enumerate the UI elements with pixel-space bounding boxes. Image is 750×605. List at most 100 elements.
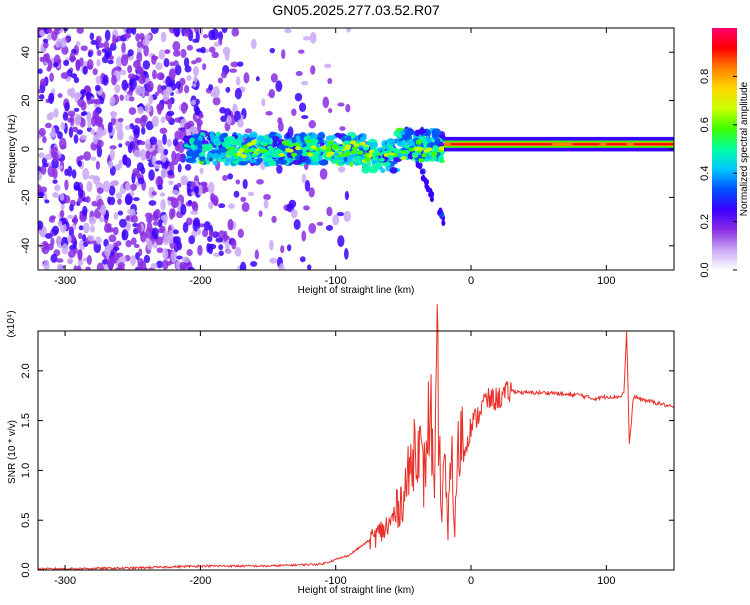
band-core	[363, 146, 370, 151]
noise-blob	[166, 138, 172, 148]
noise-blob	[196, 228, 201, 236]
noise-blob	[199, 167, 204, 175]
noise-blob	[344, 248, 349, 260]
noise-blob	[325, 224, 334, 231]
band-core	[230, 141, 237, 146]
noise-blob	[77, 197, 83, 204]
band-core	[278, 152, 285, 157]
noise-blob	[258, 210, 263, 217]
band-core	[337, 145, 344, 150]
noise-blob	[69, 51, 76, 63]
noise-blob	[184, 163, 192, 171]
noise-blob	[195, 98, 200, 105]
noise-blob	[86, 255, 92, 266]
band-core	[351, 146, 358, 151]
noise-blob	[38, 152, 45, 159]
band-core	[378, 157, 385, 162]
noise-blob	[112, 246, 120, 251]
noise-blob	[183, 28, 190, 37]
band-blob	[360, 136, 366, 142]
noise-blob	[73, 107, 80, 112]
noise-blob	[319, 168, 328, 180]
band-blob	[341, 136, 346, 143]
noise-blob	[174, 152, 182, 162]
noise-blob	[163, 235, 169, 246]
colorbar-tick-label: 0.8	[699, 69, 711, 84]
noise-blob	[132, 124, 140, 135]
noise-blob	[303, 205, 310, 211]
noise-blob	[127, 73, 136, 80]
noise-blob	[250, 38, 257, 50]
noise-blob	[182, 222, 189, 233]
noise-blob	[95, 75, 102, 85]
noise-blob	[337, 166, 346, 173]
band-core	[373, 150, 380, 155]
noise-blob	[88, 216, 97, 225]
noise-blob	[114, 163, 121, 171]
noise-blob	[218, 244, 224, 251]
noise-blob	[39, 29, 46, 37]
noise-blob	[172, 229, 180, 235]
noise-blob	[43, 259, 50, 270]
noise-blob	[220, 115, 228, 123]
noise-blob	[299, 256, 306, 263]
colorbar-tick-label: 0.0	[699, 262, 711, 277]
noise-blob	[162, 247, 169, 260]
noise-blob	[57, 93, 63, 98]
noise-blob	[186, 183, 192, 193]
noise-blob	[167, 169, 175, 176]
noise-blob	[47, 28, 53, 34]
noise-blob	[151, 191, 157, 196]
noise-blob	[60, 122, 66, 131]
noise-blob	[109, 148, 115, 161]
noise-blob	[339, 126, 346, 131]
band-blob	[419, 127, 425, 136]
noise-blob	[169, 163, 175, 172]
noise-blob	[304, 179, 311, 192]
spectrogram-xtick-label: -200	[189, 275, 211, 287]
noise-blob	[74, 92, 82, 99]
noise-blob	[196, 48, 204, 53]
noise-blob	[234, 87, 242, 100]
noise-blob	[121, 228, 129, 241]
band-core	[228, 150, 235, 155]
noise-blob	[275, 80, 283, 92]
noise-blob	[191, 60, 197, 65]
noise-blob	[269, 47, 276, 54]
noise-blob	[76, 28, 84, 34]
band-core	[261, 148, 268, 153]
noise-blob	[86, 64, 93, 69]
noise-blob	[170, 197, 179, 209]
noise-blob	[166, 110, 175, 116]
noise-blob	[226, 115, 232, 125]
noise-blob	[100, 204, 107, 216]
band-blob	[212, 152, 221, 160]
noise-blob	[173, 50, 181, 57]
noise-blob	[218, 230, 226, 239]
noise-blob	[110, 110, 117, 119]
noise-blob	[52, 168, 58, 180]
tail-blob	[419, 168, 424, 175]
noise-blob	[112, 226, 119, 236]
band-blob	[389, 167, 398, 174]
noise-blob	[185, 217, 193, 226]
noise-blob	[108, 234, 117, 243]
noise-blob	[86, 91, 91, 101]
noise-blob	[276, 164, 283, 174]
noise-blob	[38, 134, 42, 140]
noise-blob	[310, 65, 316, 75]
noise-blob	[60, 72, 69, 80]
band-blob	[198, 135, 203, 143]
noise-blob	[73, 185, 81, 191]
noise-blob	[47, 59, 53, 70]
band-blob	[318, 159, 329, 166]
band-blob	[285, 131, 290, 139]
spectrogram-ytick-label: 20	[20, 94, 32, 106]
noise-blob	[52, 192, 59, 199]
noise-blob	[162, 214, 168, 226]
band-blob	[213, 139, 222, 144]
noise-blob	[90, 225, 95, 233]
band-core	[417, 146, 424, 151]
noise-blob	[243, 72, 250, 84]
